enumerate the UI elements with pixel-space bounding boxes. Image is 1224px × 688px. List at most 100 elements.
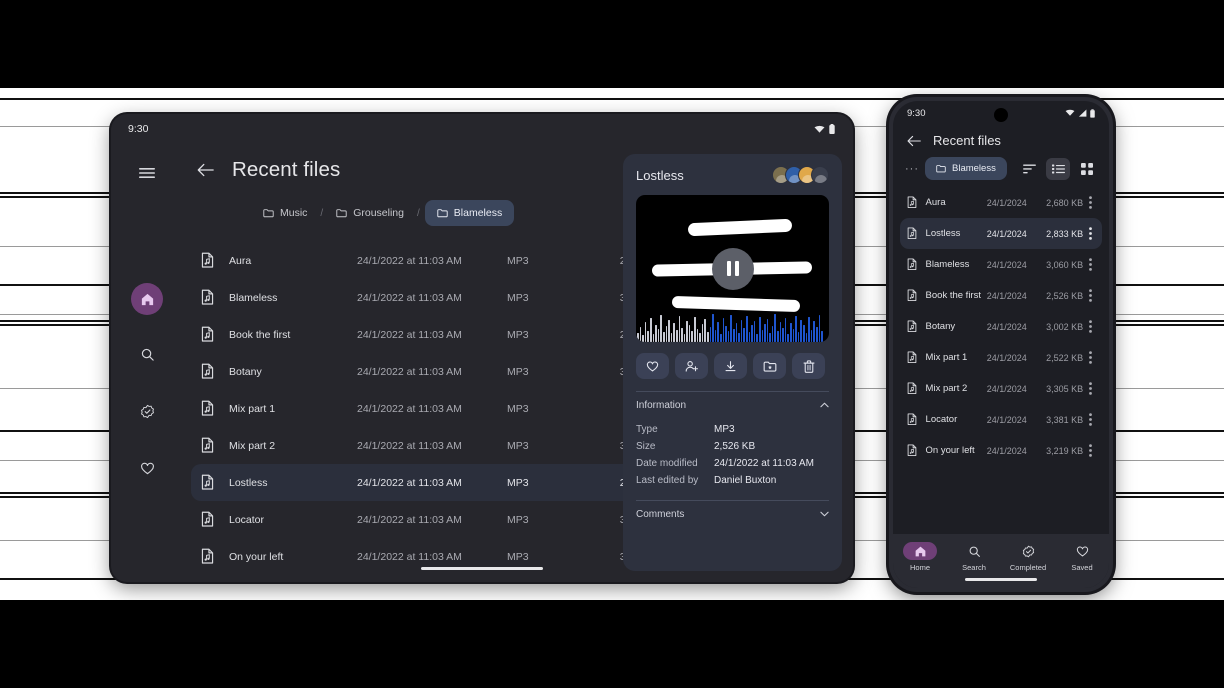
file-date: 24/1/2022 at 11:03 AM: [357, 476, 462, 489]
waveform-bar: [720, 334, 722, 342]
row-overflow-menu-icon[interactable]: [1083, 227, 1098, 240]
waveform-bar: [795, 316, 797, 342]
comments-section-header[interactable]: Comments: [636, 501, 829, 527]
back-arrow-icon[interactable]: [907, 135, 921, 147]
collaborator-avatars[interactable]: [772, 166, 829, 184]
file-type: MP3: [507, 402, 529, 415]
waveform-bar: [769, 333, 771, 342]
detail-title: Lostless: [636, 167, 684, 183]
grid-view-icon[interactable]: [1075, 158, 1099, 180]
row-overflow-menu-icon[interactable]: [1083, 289, 1098, 302]
file-name: Book the first: [925, 290, 981, 301]
rail-item-saved[interactable]: [129, 450, 165, 486]
breadcrumb-item-label: Music: [280, 207, 308, 219]
bottom-nav-item-search[interactable]: Search: [947, 542, 1001, 572]
waveform-bar: [660, 315, 662, 342]
bottom-nav-item-completed[interactable]: Completed: [1001, 542, 1055, 572]
sort-icon[interactable]: [1017, 158, 1041, 180]
wifi-icon: [1065, 109, 1075, 117]
waveform-bar: [704, 319, 707, 342]
file-date: 24/1/2022 at 11:03 AM: [357, 402, 462, 415]
bottom-nav-label: Completed: [1009, 563, 1047, 572]
waveform-bar: [803, 325, 805, 342]
check-badge-icon: [1011, 542, 1045, 560]
music-file-icon: [907, 289, 926, 302]
waveform-bar: [740, 320, 743, 342]
breadcrumb-item-music[interactable]: Music: [255, 201, 315, 225]
music-file-icon: [907, 258, 926, 271]
list-item[interactable]: Locator 24/1/2024 3,381 KB: [900, 404, 1102, 435]
music-file-icon: [907, 320, 926, 333]
waveform-bar: [730, 315, 732, 342]
hamburger-menu-icon[interactable]: [139, 167, 155, 179]
row-overflow-menu-icon[interactable]: [1083, 320, 1098, 333]
info-key: Date modified: [636, 458, 698, 469]
waveform-bar: [758, 317, 761, 342]
trash-icon[interactable]: [792, 353, 825, 379]
list-item[interactable]: Mix part 2 24/1/2024 3,305 KB: [900, 373, 1102, 404]
audio-waveform[interactable]: [636, 311, 829, 342]
back-arrow-icon[interactable]: [197, 163, 214, 177]
art-stroke: [671, 295, 801, 313]
bottom-nav-label: Home: [909, 563, 930, 572]
breadcrumb-overflow-button[interactable]: ···: [905, 162, 919, 175]
information-section-header[interactable]: Information: [636, 392, 829, 418]
waveform-bar: [792, 329, 795, 342]
phone-toolbar: ··· Blameless: [893, 148, 1109, 180]
list-item[interactable]: Mix part 1 24/1/2024 2,522 KB: [900, 342, 1102, 373]
waveform-bar: [821, 331, 823, 342]
detail-action-bar: [636, 353, 829, 379]
pause-icon[interactable]: [711, 247, 754, 290]
heart-icon[interactable]: [636, 353, 669, 379]
row-overflow-menu-icon[interactable]: [1083, 196, 1098, 209]
tablet-home-indicator: [421, 567, 543, 570]
bottom-nav-item-saved[interactable]: Saved: [1055, 542, 1109, 572]
waveform-bar: [707, 332, 709, 342]
avatar[interactable]: [811, 166, 829, 184]
list-item[interactable]: Blameless 24/1/2024 3,060 KB: [900, 249, 1102, 280]
row-overflow-menu-icon[interactable]: [1083, 444, 1098, 457]
row-overflow-menu-icon[interactable]: [1083, 382, 1098, 395]
list-item[interactable]: On your left 24/1/2024 3,219 KB: [900, 435, 1102, 466]
waveform-bar: [637, 333, 639, 342]
breadcrumb-item-grouseling[interactable]: Grouseling: [328, 201, 412, 225]
list-item[interactable]: Aura 24/1/2024 2,680 KB: [900, 187, 1102, 218]
waveform-bar: [665, 326, 668, 342]
file-date: 24/1/2024: [986, 383, 1027, 394]
row-overflow-menu-icon[interactable]: [1083, 413, 1098, 426]
file-name: Botany: [925, 321, 956, 332]
download-icon[interactable]: [714, 353, 747, 379]
rail-item-home[interactable]: [131, 283, 163, 315]
info-row: Size 2,526 KB: [636, 441, 829, 452]
chevron-down-icon: [820, 511, 829, 517]
folder-move-icon[interactable]: [753, 353, 786, 379]
row-overflow-menu-icon[interactable]: [1083, 258, 1098, 271]
file-date: 24/1/2024: [986, 228, 1027, 239]
breadcrumb-item-blameless[interactable]: Blameless: [424, 200, 515, 226]
breadcrumb-chip-label: Blameless: [952, 163, 996, 174]
heart-icon: [1065, 542, 1099, 560]
file-size: 3,219 KB: [1046, 445, 1084, 456]
list-item[interactable]: Lostless 24/1/2024 2,833 KB: [900, 218, 1102, 249]
row-overflow-menu-icon[interactable]: [1083, 351, 1098, 364]
file-date: 24/1/2022 at 11:03 AM: [357, 513, 462, 526]
list-item[interactable]: Botany 24/1/2024 3,002 KB: [900, 311, 1102, 342]
waveform-bar: [712, 314, 714, 342]
waveform-bar: [683, 334, 686, 342]
person-add-icon[interactable]: [675, 353, 708, 379]
rail-item-search[interactable]: [129, 336, 165, 372]
waveform-bar: [657, 329, 660, 342]
waveform-bar: [699, 333, 701, 342]
bottom-nav-item-home[interactable]: Home: [893, 542, 947, 572]
waveform-bar: [805, 333, 808, 342]
rail-item-completed[interactable]: [129, 393, 165, 429]
list-view-icon[interactable]: [1046, 157, 1070, 180]
list-item[interactable]: Book the first 24/1/2024 2,526 KB: [900, 280, 1102, 311]
breadcrumb-chip-blameless[interactable]: Blameless: [925, 157, 1007, 180]
waveform-bar: [797, 332, 800, 342]
waveform-bar: [649, 318, 652, 342]
phone-status-icons: [1065, 108, 1095, 118]
info-key: Last edited by: [636, 475, 699, 486]
file-date: 24/1/2022 at 11:03 AM: [357, 439, 462, 452]
